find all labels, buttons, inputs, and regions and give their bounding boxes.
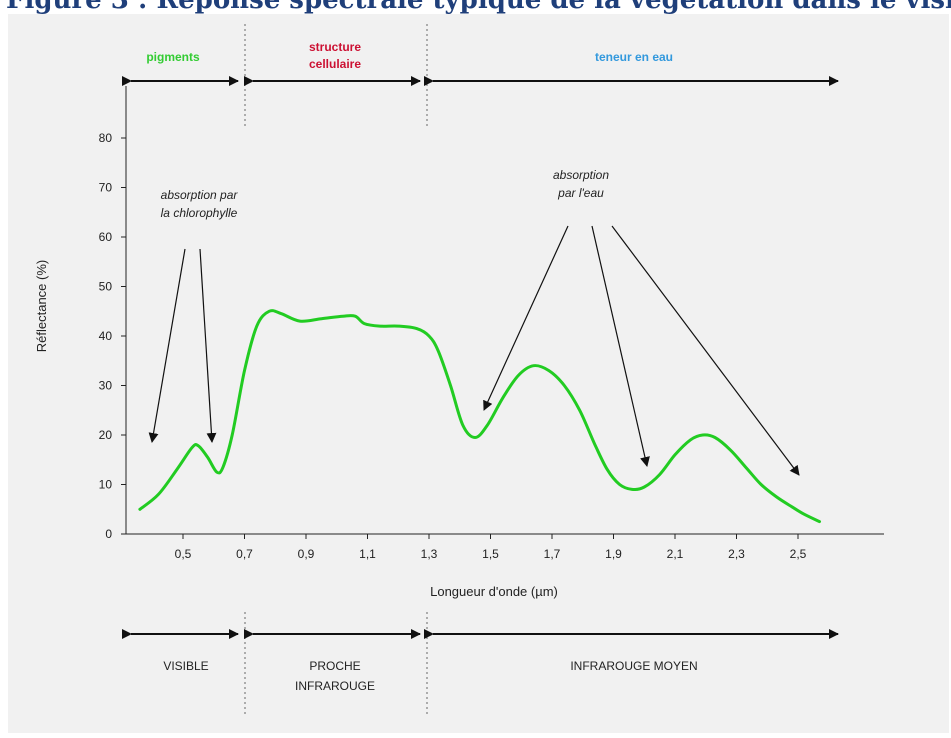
nir-label-line2: INFRAROUGE bbox=[295, 679, 375, 693]
water-arrow-1 bbox=[483, 225, 569, 411]
x-tick-label: 0,7 bbox=[236, 547, 253, 561]
water-arrow-3 bbox=[611, 225, 800, 476]
y-tick-label: 0 bbox=[105, 527, 112, 541]
y-tick-label: 50 bbox=[99, 280, 113, 294]
y-tick-label: 60 bbox=[99, 230, 113, 244]
mir-label: INFRAROUGE MOYEN bbox=[570, 659, 697, 673]
y-tick-label: 70 bbox=[99, 181, 113, 195]
y-tick-label: 20 bbox=[99, 428, 113, 442]
x-tick-label: 1,3 bbox=[421, 547, 438, 561]
x-tick-label: 1,7 bbox=[544, 547, 561, 561]
chlorophyll-arrow-2 bbox=[199, 248, 217, 443]
x-tick-label: 0,9 bbox=[298, 547, 315, 561]
y-ticks: 0 10 20 30 40 50 60 70 80 bbox=[99, 131, 126, 541]
x-ticks: 0,5 0,7 0,9 1,1 1,3 1,5 1,7 1,9 2,1 2,3 2,5 bbox=[175, 534, 807, 561]
structure-label-line1: structure bbox=[309, 40, 361, 54]
figure-panel: pigments structure cellulaire teneur en … bbox=[8, 14, 949, 733]
chlorophyll-note-line1: absorption par bbox=[161, 188, 239, 202]
y-tick-label: 80 bbox=[99, 131, 113, 145]
y-tick-label: 10 bbox=[99, 478, 113, 492]
water-note-line2: par l'eau bbox=[557, 186, 604, 200]
structure-label-line2: cellulaire bbox=[309, 57, 361, 71]
y-tick-label: 40 bbox=[99, 329, 113, 343]
y-tick-label: 30 bbox=[99, 379, 113, 393]
x-tick-label: 1,9 bbox=[605, 547, 622, 561]
pigments-label: pigments bbox=[146, 50, 200, 64]
reflectance-curve bbox=[138, 309, 821, 524]
chlorophyll-arrow-1 bbox=[148, 248, 186, 443]
y-axis-title: Réflectance (%) bbox=[34, 260, 49, 352]
visible-label: VISIBLE bbox=[163, 659, 208, 673]
x-axis-title: Longueur d'onde (µm) bbox=[430, 584, 558, 599]
x-tick-label: 2,3 bbox=[728, 547, 745, 561]
chart-svg: pigments structure cellulaire teneur en … bbox=[34, 24, 884, 714]
figure-caption: Figure 3 : Réponse spectrale typique de … bbox=[0, 0, 951, 14]
x-tick-label: 0,5 bbox=[175, 547, 192, 561]
x-tick-label: 2,5 bbox=[790, 547, 807, 561]
x-tick-label: 1,5 bbox=[482, 547, 499, 561]
water-content-label: teneur en eau bbox=[595, 50, 673, 64]
water-note-line1: absorption bbox=[553, 168, 609, 182]
nir-label-line1: PROCHE bbox=[309, 659, 360, 673]
water-arrow-2 bbox=[591, 225, 650, 467]
x-tick-label: 2,1 bbox=[667, 547, 684, 561]
x-tick-label: 1,1 bbox=[359, 547, 376, 561]
chlorophyll-note-line2: la chlorophylle bbox=[161, 206, 238, 220]
